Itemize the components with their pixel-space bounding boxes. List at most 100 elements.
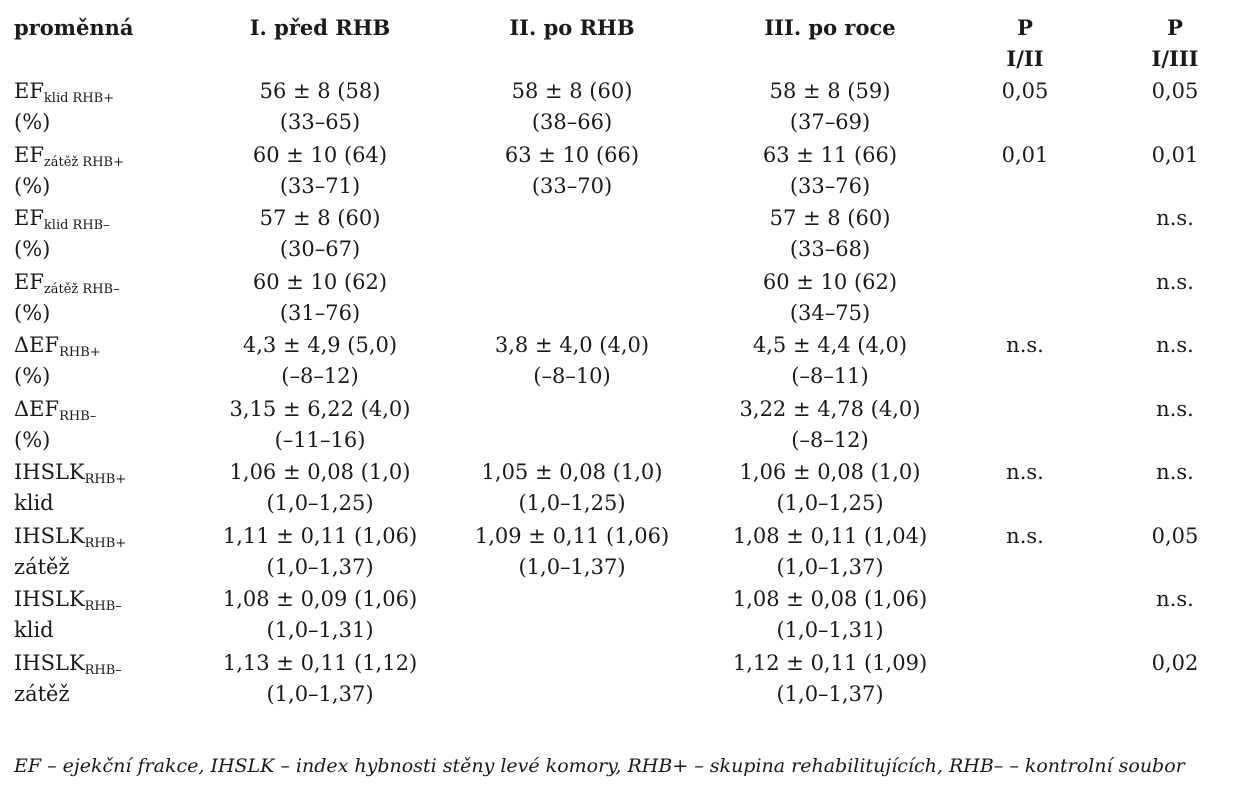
variable-unit: (%) [14, 364, 51, 388]
cell-range: (33–68) [789, 237, 871, 261]
header-p-comparison: I/II [1006, 46, 1044, 71]
p-value-1-3: 0,05 [1151, 79, 1199, 103]
variable-main: EF [14, 206, 44, 230]
variable-unit: klid [14, 491, 54, 515]
table-cell-after-rehab: 63 ± 10 (66) (33–70) [452, 140, 692, 202]
table-row-variable: IHSLKRHB+ klid [14, 457, 126, 519]
header-p-comparison: I/III [1151, 46, 1199, 71]
cell-range: (37–69) [789, 110, 871, 134]
table-cell-after-year: 60 ± 10 (62) (34–75) [710, 267, 950, 329]
p-value-1-2: n.s. [1006, 460, 1044, 484]
variable-main: IHSLK [14, 460, 85, 484]
cell-mean-sd-median: 60 ± 10 (62) [762, 270, 898, 294]
table-cell-after-rehab: 1,05 ± 0,08 (1,0) (1,0–1,25) [452, 457, 692, 519]
cell-range: (1,0–1,31) [266, 618, 374, 642]
variable-subscript: zátěž RHB+ [43, 155, 124, 170]
p-value-1-3: n.s. [1156, 206, 1194, 230]
cell-range: (1,0–1,25) [776, 491, 884, 515]
table-row-variable: ΔEFRHB+ (%) [14, 330, 101, 392]
footnote: EF – ejekční frakce, IHSLK – index hybno… [14, 755, 1185, 777]
table-row-variable: IHSLKRHB+ zátěž [14, 521, 126, 583]
p-value-1-3: 0,01 [1151, 143, 1199, 167]
cell-range: (1,0–1,25) [266, 491, 374, 515]
table-cell-after-rehab: 1,09 ± 0,11 (1,06) (1,0–1,37) [452, 521, 692, 583]
p-value-1-3: 0,05 [1151, 524, 1199, 548]
table-row-variable: EFzátěž RHB+ (%) [14, 140, 124, 202]
cell-mean-sd-median: 4,3 ± 4,9 (5,0) [242, 333, 398, 357]
cell-mean-sd-median: 1,05 ± 0,08 (1,0) [481, 460, 663, 484]
header-after-year: III. po roce [764, 15, 896, 40]
table-cell-after-year: 1,06 ± 0,08 (1,0) (1,0–1,25) [710, 457, 950, 519]
p-value-1-3: 0,02 [1151, 651, 1199, 675]
cell-range: (–8–12) [791, 428, 869, 452]
cell-mean-sd-median: 60 ± 10 (62) [252, 270, 388, 294]
variable-main: IHSLK [14, 651, 85, 675]
table-cell-after-year: 3,22 ± 4,78 (4,0) (–8–12) [710, 394, 950, 456]
cell-range: (33–71) [279, 174, 361, 198]
cell-mean-sd-median: 57 ± 8 (60) [769, 206, 891, 230]
cell-range: (–11–16) [274, 428, 366, 452]
variable-subscript: RHB– [84, 599, 122, 614]
variable-subscript: klid RHB– [43, 218, 110, 233]
cell-mean-sd-median: 3,8 ± 4,0 (4,0) [494, 333, 650, 357]
variable-subscript: zátěž RHB– [43, 282, 120, 297]
cell-mean-sd-median: 1,08 ± 0,08 (1,06) [732, 587, 928, 611]
variable-unit: (%) [14, 174, 51, 198]
cell-mean-sd-median: 3,22 ± 4,78 (4,0) [739, 397, 921, 421]
table-cell-after-year: 4,5 ± 4,4 (4,0) (–8–11) [710, 330, 950, 392]
variable-subscript: RHB+ [84, 472, 127, 487]
header-p-1-3: P I/III [1110, 12, 1240, 74]
table-cell-before-rehab: 1,11 ± 0,11 (1,06) (1,0–1,37) [200, 521, 440, 583]
table-cell-after-year: 63 ± 11 (66) (33–76) [710, 140, 950, 202]
p-value-1-2: n.s. [1006, 333, 1044, 357]
table-cell-after-year: 57 ± 8 (60) (33–68) [710, 203, 950, 265]
variable-unit: zátěž [14, 555, 70, 579]
variable-subscript: RHB+ [59, 345, 101, 360]
cell-range: (1,0–1,37) [518, 555, 626, 579]
p-value-1-3: n.s. [1156, 587, 1194, 611]
p-value-1-3: n.s. [1156, 270, 1194, 294]
table-cell-before-rehab: 4,3 ± 4,9 (5,0) (–8–12) [200, 330, 440, 392]
variable-unit: (%) [14, 428, 51, 452]
cell-range: (34–75) [789, 301, 871, 325]
variable-name: IHSLKRHB+ [14, 457, 126, 488]
cell-range: (38–66) [531, 110, 613, 134]
table-cell-before-rehab: 3,15 ± 6,22 (4,0) (–11–16) [200, 394, 440, 456]
table-row-variable: EFklid RHB– (%) [14, 203, 110, 265]
variable-name: ΔEFRHB+ [14, 330, 101, 361]
table-cell-before-rehab: 60 ± 10 (64) (33–71) [200, 140, 440, 202]
cell-range: (1,0–1,37) [776, 682, 884, 706]
cell-range: (–8–11) [791, 364, 869, 388]
cell-range: (30–67) [279, 237, 361, 261]
cell-range: (33–76) [789, 174, 871, 198]
table-cell-before-rehab: 57 ± 8 (60) (30–67) [200, 203, 440, 265]
p-value-1-2: 0,01 [1001, 143, 1049, 167]
table-cell-before-rehab: 56 ± 8 (58) (33–65) [200, 76, 440, 138]
variable-main: EF [14, 143, 44, 167]
variable-name: IHSLKRHB– [14, 648, 122, 679]
cell-mean-sd-median: 57 ± 8 (60) [259, 206, 381, 230]
header-p-1-2: P I/II [960, 12, 1090, 74]
table-cell-after-rehab: 58 ± 8 (60) (38–66) [452, 76, 692, 138]
cell-mean-sd-median: 60 ± 10 (64) [252, 143, 388, 167]
table-row-variable: IHSLKRHB– klid [14, 584, 122, 646]
cell-range: (1,0–1,37) [266, 682, 374, 706]
cell-range: (31–76) [279, 301, 361, 325]
variable-unit: klid [14, 618, 54, 642]
p-value-1-3: n.s. [1156, 460, 1194, 484]
p-value-1-2: n.s. [1006, 524, 1044, 548]
cell-mean-sd-median: 1,12 ± 0,11 (1,09) [732, 651, 928, 675]
cell-mean-sd-median: 3,15 ± 6,22 (4,0) [229, 397, 411, 421]
variable-subscript: RHB– [84, 663, 122, 678]
cell-mean-sd-median: 4,5 ± 4,4 (4,0) [752, 333, 908, 357]
cell-range: (33–70) [531, 174, 613, 198]
cell-mean-sd-median: 63 ± 10 (66) [504, 143, 640, 167]
table-cell-after-rehab: 3,8 ± 4,0 (4,0) (–8–10) [452, 330, 692, 392]
variable-main: EF [14, 270, 44, 294]
variable-unit: zátěž [14, 682, 70, 706]
variable-main: ΔEF [14, 397, 60, 421]
variable-name: ΔEFRHB– [14, 394, 96, 425]
cell-mean-sd-median: 1,08 ± 0,09 (1,06) [222, 587, 418, 611]
table-cell-before-rehab: 1,08 ± 0,09 (1,06) (1,0–1,31) [200, 584, 440, 646]
header-before-rehab: I. před RHB [249, 15, 391, 40]
